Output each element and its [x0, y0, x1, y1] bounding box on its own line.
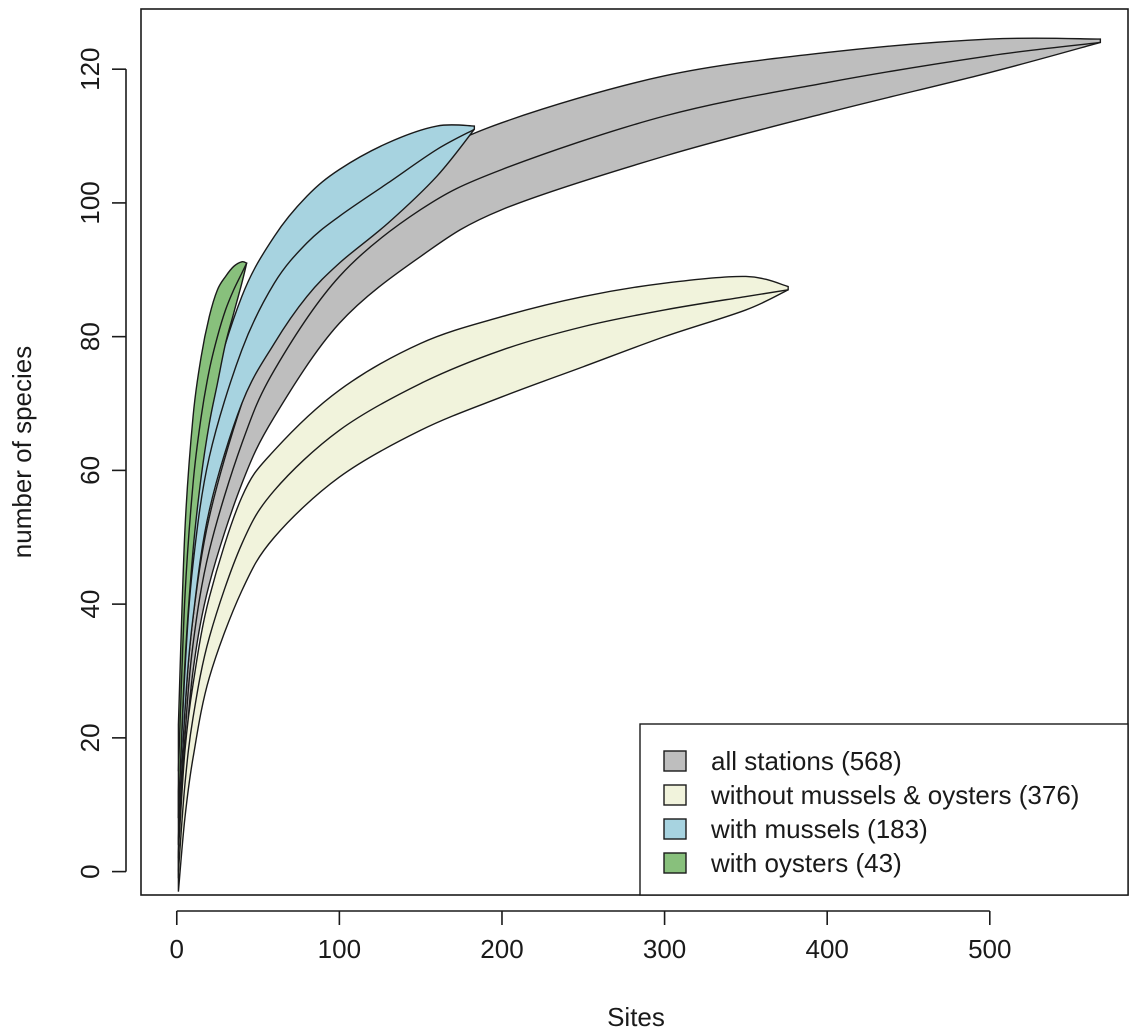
y-tick-label: 40 [75, 590, 105, 619]
y-axis-title: number of species [7, 346, 37, 558]
mean-curve-1 [177, 289, 789, 872]
x-tick-label: 200 [480, 934, 523, 964]
x-tick-label: 300 [643, 934, 686, 964]
x-tick-label: 0 [170, 934, 184, 964]
x-tick-label: 500 [968, 934, 1011, 964]
x-tick-label: 100 [318, 934, 361, 964]
bands-layer [177, 37, 1102, 892]
y-tick-label: 100 [75, 181, 105, 224]
legend-swatch-3 [663, 852, 687, 874]
mean-curve-0 [177, 41, 1101, 859]
y-tick-label: 60 [75, 456, 105, 485]
legend: all stations (568) without mussels & oyst… [639, 723, 1129, 896]
y-tick-label: 0 [75, 864, 105, 878]
x-axis: 0 100 200 300 400 500 [170, 910, 1011, 964]
legend-label-2: with mussels (183) [710, 814, 928, 844]
legend-swatch-0 [663, 750, 687, 772]
legend-label-0: all stations (568) [711, 746, 902, 776]
y-tick-label: 20 [75, 723, 105, 752]
y-tick-label: 80 [75, 322, 105, 351]
legend-box [639, 723, 1129, 896]
x-tick-label: 400 [805, 934, 848, 964]
y-tick-label: 120 [75, 47, 105, 90]
legend-label-3: with oysters (43) [710, 848, 902, 878]
legend-swatch-1 [663, 784, 687, 806]
confidence-band-1 [177, 275, 789, 892]
legend-swatch-2 [663, 818, 687, 840]
legend-label-1: without mussels & oysters (376) [710, 780, 1079, 810]
series-3 [177, 260, 248, 819]
plot-frame [140, 8, 1129, 896]
y-axis: 0 20 40 60 80 100 120 [75, 47, 127, 879]
mean-curve-3 [177, 262, 248, 772]
x-axis-title: Sites [607, 1002, 665, 1032]
series-1 [177, 275, 789, 892]
